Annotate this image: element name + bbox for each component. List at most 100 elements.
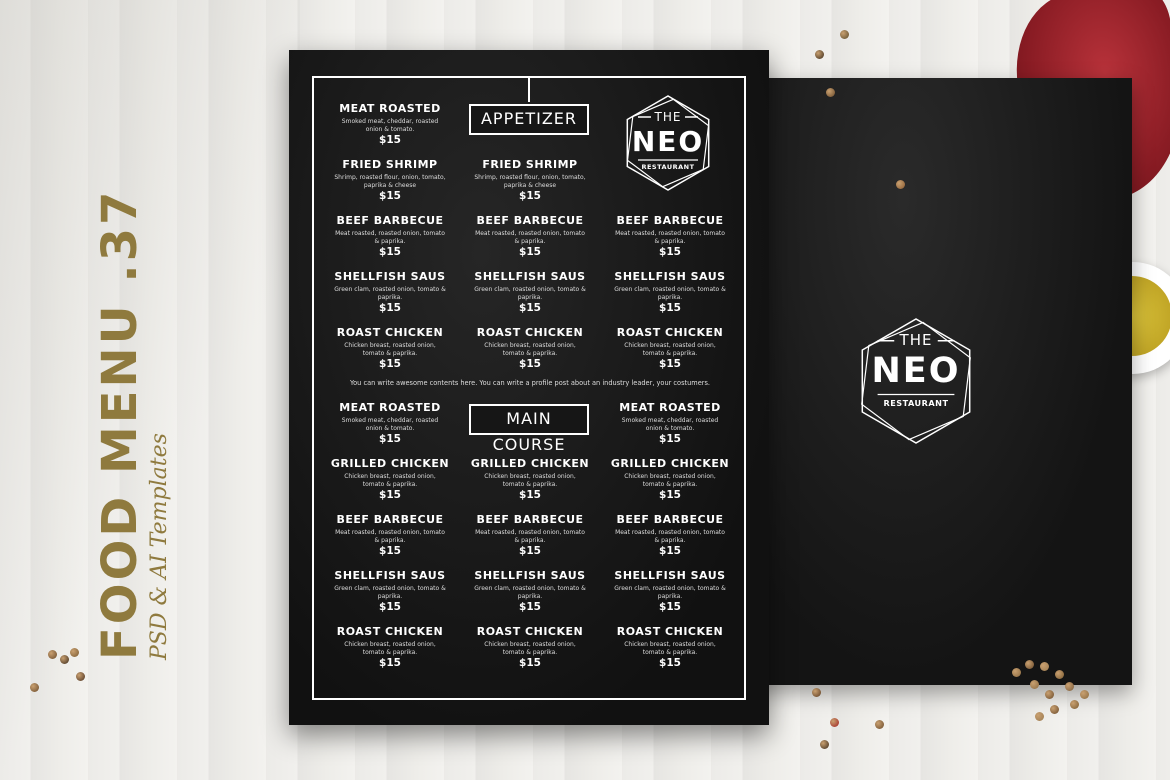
item-name: ROAST CHICKEN — [336, 326, 444, 339]
peppercorn — [1045, 690, 1054, 699]
menu-note: You can write awesome contents here. You… — [349, 379, 711, 387]
promo-title-block: FOOD MENU .37 PSD & AI Templates — [92, 188, 175, 660]
item-price: $15 — [659, 358, 681, 370]
item-price: $15 — [379, 302, 401, 314]
peppercorn — [826, 88, 835, 97]
menu-item: ROAST CHICKEN Chicken breast, roasted on… — [320, 625, 460, 681]
item-description: Green clam, roasted onion, tomato & papr… — [614, 286, 726, 301]
item-name: MEAT ROASTED — [619, 401, 721, 414]
item-name: SHELLFISH SAUS — [614, 569, 726, 582]
item-description: Green clam, roasted onion, tomato & papr… — [334, 286, 446, 301]
item-name: SHELLFISH SAUS — [614, 270, 726, 283]
peppercorn — [1055, 670, 1064, 679]
item-description: Chicken breast, roasted onion, tomato & … — [624, 473, 716, 488]
item-price: $15 — [659, 489, 681, 501]
item-price: $15 — [379, 545, 401, 557]
menu-item: SHELLFISH SAUS Green clam, roasted onion… — [600, 270, 740, 326]
menu-item: FRIED SHRIMP Shrimp, roasted flour, onio… — [460, 158, 600, 214]
peppercorn — [1040, 662, 1049, 671]
item-description: Chicken breast, roasted onion, tomato & … — [484, 641, 576, 656]
menu-item: SHELLFISH SAUS Green clam, roasted onion… — [460, 569, 600, 625]
menu-front-page: MEAT ROASTED Smoked meat, cheddar, roast… — [289, 50, 769, 725]
item-name: SHELLFISH SAUS — [334, 270, 446, 283]
peppercorn — [812, 688, 821, 697]
item-description: Shrimp, roasted flour, onion, tomato, pa… — [474, 174, 586, 189]
item-name: ROAST CHICKEN — [616, 625, 724, 638]
item-description: Chicken breast, roasted onion, tomato & … — [484, 473, 576, 488]
item-price: $15 — [379, 358, 401, 370]
item-name: BEEF BARBECUE — [476, 214, 584, 227]
promo-subtitle: PSD & AI Templates — [147, 433, 172, 660]
item-price: $15 — [379, 433, 401, 445]
item-price: $15 — [379, 657, 401, 669]
front-logo: THE NEO RESTAURANT — [618, 94, 718, 192]
menu-item: ROAST CHICKEN Chicken breast, roasted on… — [320, 326, 460, 382]
menu-item: SHELLFISH SAUS Green clam, roasted onion… — [460, 270, 600, 326]
item-description: Shrimp, roasted flour, onion, tomato, pa… — [334, 174, 446, 189]
appetizer-heading: APPETIZER — [469, 104, 589, 135]
item-description: Meat roasted, roasted onion, tomato & pa… — [475, 230, 585, 245]
promo-title: FOOD MENU .37 — [92, 188, 148, 660]
menu-item: BEEF BARBECUE Meat roasted, roasted onio… — [460, 214, 600, 270]
logo-name: NEO — [871, 351, 961, 392]
item-name: GRILLED CHICKEN — [610, 457, 730, 470]
item-price: $15 — [519, 246, 541, 258]
item-price: $15 — [659, 246, 681, 258]
item-price: $15 — [379, 246, 401, 258]
logo-tagline: RESTAURANT — [883, 398, 949, 409]
item-description: Smoked meat, cheddar, roasted onion & to… — [341, 417, 439, 432]
item-name: BEEF BARBECUE — [616, 513, 724, 526]
item-price: $15 — [659, 302, 681, 314]
item-price: $15 — [379, 190, 401, 202]
menu-item: ROAST CHICKEN Chicken breast, roasted on… — [460, 326, 600, 382]
item-description: Green clam, roasted onion, tomato & papr… — [614, 585, 726, 600]
item-price: $15 — [519, 601, 541, 613]
item-name: ROAST CHICKEN — [476, 326, 584, 339]
hexagon-emblem-icon — [861, 318, 971, 444]
item-name: FRIED SHRIMP — [482, 158, 578, 171]
item-description: Chicken breast, roasted onion, tomato & … — [484, 342, 576, 357]
item-description: Smoked meat, cheddar, roasted onion & to… — [621, 417, 719, 432]
item-description: Green clam, roasted onion, tomato & papr… — [474, 585, 586, 600]
item-description: Smoked meat, cheddar, roasted onion & to… — [341, 118, 439, 133]
item-name: BEEF BARBECUE — [616, 214, 724, 227]
item-price: $15 — [379, 601, 401, 613]
menu-item: MEAT ROASTED Smoked meat, cheddar, roast… — [320, 401, 460, 457]
menu-item: SHELLFISH SAUS Green clam, roasted onion… — [600, 569, 740, 625]
item-price: $15 — [519, 545, 541, 557]
menu-item: GRILLED CHICKEN Chicken breast, roasted … — [320, 457, 460, 513]
item-name: ROAST CHICKEN — [476, 625, 584, 638]
peppercorn — [820, 740, 829, 749]
peppercorn — [1035, 712, 1044, 721]
menu-item: MEAT ROASTED Smoked meat, cheddar, roast… — [320, 102, 460, 158]
main-course-grid: MEAT ROASTED Smoked meat, cheddar, roast… — [320, 401, 740, 681]
item-name: GRILLED CHICKEN — [470, 457, 590, 470]
frame-connector — [528, 76, 530, 102]
peppercorn — [60, 655, 69, 664]
item-name: BEEF BARBECUE — [336, 513, 444, 526]
peppercorn — [1050, 705, 1059, 714]
peppercorn — [70, 648, 79, 657]
menu-item: SHELLFISH SAUS Green clam, roasted onion… — [320, 569, 460, 625]
menu-back-cover: THE NEO RESTAURANT — [750, 78, 1132, 685]
item-price: $15 — [519, 489, 541, 501]
item-price: $15 — [659, 433, 681, 445]
item-description: Green clam, roasted onion, tomato & papr… — [334, 585, 446, 600]
menu-item: ROAST CHICKEN Chicken breast, roasted on… — [600, 625, 740, 681]
menu-item: FRIED SHRIMP Shrimp, roasted flour, onio… — [320, 158, 460, 214]
back-logo: THE NEO RESTAURANT — [852, 312, 980, 450]
item-description: Chicken breast, roasted onion, tomato & … — [344, 342, 436, 357]
appetizer-grid: MEAT ROASTED Smoked meat, cheddar, roast… — [320, 102, 740, 382]
item-price: $15 — [519, 190, 541, 202]
peppercorn — [48, 650, 57, 659]
item-name: SHELLFISH SAUS — [474, 569, 586, 582]
item-price: $15 — [379, 489, 401, 501]
item-description: Meat roasted, roasted onion, tomato & pa… — [615, 529, 725, 544]
item-name: SHELLFISH SAUS — [334, 569, 446, 582]
item-name: GRILLED CHICKEN — [330, 457, 450, 470]
peppercorn — [840, 30, 849, 39]
main-course-heading: MAIN COURSE — [469, 404, 589, 454]
menu-item: ROAST CHICKEN Chicken breast, roasted on… — [460, 625, 600, 681]
logo-name: NEO — [631, 125, 705, 158]
item-name: ROAST CHICKEN — [616, 326, 724, 339]
